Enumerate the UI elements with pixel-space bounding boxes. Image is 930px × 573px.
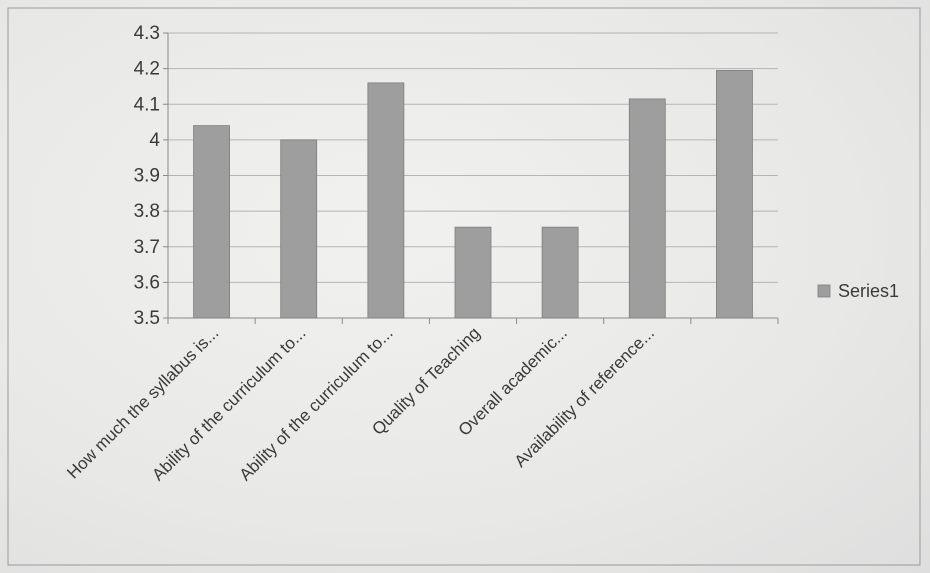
y-tick-label: 3.7 [134, 237, 160, 258]
chart-border [7, 7, 921, 566]
legend: Series1 [817, 281, 899, 301]
y-tick-label: 4.1 [134, 94, 160, 115]
bar-2 [280, 139, 318, 319]
y-tick-labels: 3.5 3.6 3.7 3.8 3.9 4 4.1 4.2 4.3 [134, 23, 161, 329]
bar-4 [454, 226, 492, 319]
y-tick-label: 4.2 [134, 59, 160, 80]
y-tick-label: 3.8 [134, 201, 160, 222]
x-tick-label: Availability of reference... [511, 323, 659, 471]
legend-label-series1: Series1 [838, 281, 899, 301]
bar-7 [716, 70, 753, 319]
y-tick-label: 4 [149, 130, 160, 151]
bar-3 [367, 82, 405, 319]
y-tick-label: 3.9 [134, 166, 160, 187]
y-tick-label: 3.6 [134, 272, 160, 293]
bar-6 [628, 98, 666, 319]
bar-1 [193, 125, 230, 319]
x-tick-label: How much the syllabus is... [63, 323, 222, 482]
legend-swatch-series1 [817, 284, 831, 298]
x-tick-labels: How much the syllabus is...Ability of th… [63, 323, 658, 484]
x-tick-label: Ability of the curriculum to... [236, 323, 397, 484]
x-tick-label: Ability of the curriculum to... [148, 323, 309, 484]
y-tick-label: 3.5 [134, 308, 160, 329]
bar-5 [541, 226, 579, 319]
y-tick-label: 4.3 [134, 23, 160, 44]
bars [193, 70, 753, 319]
gridlines [168, 32, 778, 283]
